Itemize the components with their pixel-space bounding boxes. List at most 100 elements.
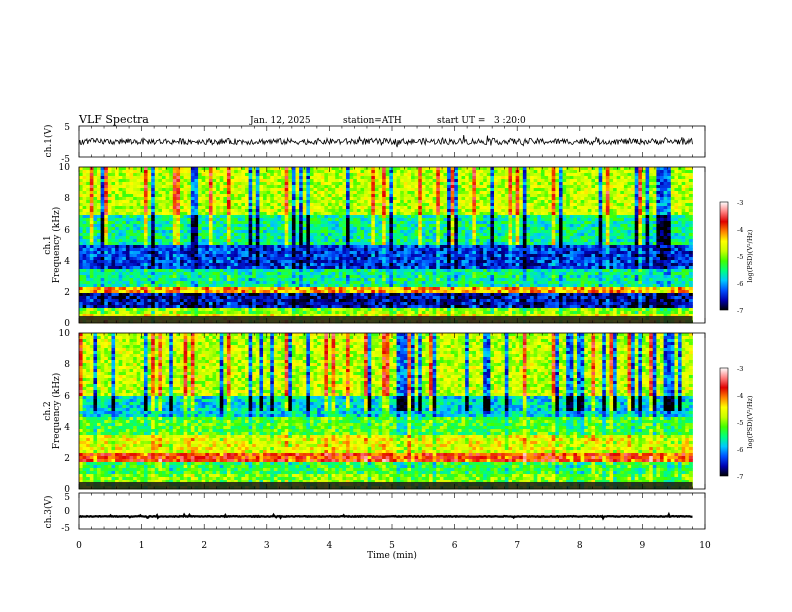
spectrogram-cell <box>100 257 105 261</box>
spectrogram-cell <box>335 281 340 285</box>
spectrogram-cell <box>79 272 84 276</box>
spectrogram-cell <box>237 263 242 267</box>
spectrogram-cell <box>331 221 336 225</box>
spectrogram-cell <box>245 302 250 306</box>
spectrogram-cell <box>183 188 188 192</box>
spectrogram-cell <box>270 221 275 225</box>
spectrogram-cell <box>107 281 112 285</box>
spectrogram-cell <box>356 314 361 318</box>
spectrogram-cell <box>407 308 412 312</box>
spectrogram-cell <box>205 311 210 315</box>
spectrogram-cell <box>136 218 141 222</box>
spectrogram-cell <box>277 194 282 198</box>
spectrogram-cell <box>79 194 84 198</box>
spectrogram-cell <box>230 278 235 282</box>
spectrogram-cell <box>346 263 351 267</box>
spectrogram-cell <box>248 173 253 177</box>
spectrogram-cell <box>122 212 127 216</box>
spectrogram-cell <box>346 203 351 207</box>
spectrogram-cell <box>162 263 167 267</box>
spectrogram-cell <box>198 215 203 219</box>
spectrogram-cell <box>309 311 314 315</box>
spectrogram-cell <box>97 257 102 261</box>
spectrogram-cell <box>411 230 416 234</box>
spectrogram-cell <box>118 221 123 225</box>
spectrogram-cell <box>230 305 235 309</box>
spectrogram-cell <box>190 308 195 312</box>
spectrogram-cell <box>226 206 231 210</box>
spectrogram-cell <box>288 194 293 198</box>
spectrogram-cell <box>248 308 253 312</box>
spectrogram-cell <box>299 224 304 228</box>
spectrogram-cell <box>176 167 181 171</box>
spectrogram-cell <box>389 302 394 306</box>
spectrogram-cell <box>295 233 300 237</box>
spectrogram-cell <box>266 293 271 297</box>
spectrogram-cell <box>245 221 250 225</box>
spectrogram-cell <box>230 221 235 225</box>
spectrogram-cell <box>295 290 300 294</box>
spectrogram-cell <box>302 167 307 171</box>
spectrogram-cell <box>277 233 282 237</box>
spectrogram-cell <box>187 248 192 252</box>
spectrogram-cell <box>320 248 325 252</box>
spectrogram-cell <box>277 293 282 297</box>
spectrogram-cell <box>151 242 156 246</box>
spectrogram-cell <box>97 293 102 297</box>
spectrogram-cell <box>281 281 286 285</box>
spectrogram-cell <box>100 263 105 267</box>
spectrogram-cell <box>328 293 333 297</box>
spectrogram-cell <box>306 314 311 318</box>
spectrogram-cell <box>317 299 322 303</box>
spectrogram-cell <box>273 239 278 243</box>
spectrogram-cell <box>237 200 242 204</box>
spectrogram-cell <box>136 233 141 237</box>
spectrogram-cell <box>118 296 123 300</box>
spectrogram-cell <box>111 272 116 276</box>
spectrogram-cell <box>89 275 94 279</box>
spectrogram-cell <box>302 272 307 276</box>
spectrogram-cell <box>385 206 390 210</box>
spectrogram-cell <box>338 284 343 288</box>
spectrogram-cell <box>234 284 239 288</box>
spectrogram-cell <box>151 185 156 189</box>
spectrogram-cell <box>291 185 296 189</box>
spectrogram-cell <box>89 170 94 174</box>
spectrogram-cell <box>288 293 293 297</box>
spectrogram-cell <box>392 257 397 261</box>
spectrogram-cell <box>324 266 329 270</box>
spectrogram-cell <box>346 296 351 300</box>
spectrogram-cell <box>154 272 159 276</box>
spectrogram-cell <box>151 188 156 192</box>
spectrogram-cell <box>180 281 185 285</box>
spectrogram-cell <box>194 266 199 270</box>
spectrogram-cell <box>147 251 152 255</box>
spectrogram-cell <box>270 275 275 279</box>
spectrogram-cell <box>324 197 329 201</box>
spectrogram-cell <box>360 281 365 285</box>
spectrogram-cell <box>201 284 206 288</box>
spectrogram-cell <box>219 263 224 267</box>
spectrogram-cell <box>187 194 192 198</box>
spectrogram-cell <box>183 230 188 234</box>
spectrogram-cell <box>328 215 333 219</box>
spectrogram-cell <box>107 290 112 294</box>
spectrogram-cell <box>158 233 163 237</box>
spectrogram-cell <box>324 221 329 225</box>
spectrogram-cell <box>158 281 163 285</box>
spectrogram-cell <box>284 176 289 180</box>
spectrogram-cell <box>129 245 134 249</box>
spectrogram-cell <box>284 302 289 306</box>
spectrogram-cell <box>266 182 271 186</box>
spectrogram-cell <box>82 275 87 279</box>
spectrogram-cell <box>356 191 361 195</box>
spectrogram-cell <box>165 167 170 171</box>
spectrogram-cell <box>335 230 340 234</box>
spectrogram-cell <box>169 272 174 276</box>
spectrogram-cell <box>122 173 127 177</box>
spectrogram-cell <box>180 215 185 219</box>
spectrogram-cell <box>147 266 152 270</box>
spectrogram-cell <box>328 248 333 252</box>
spectrogram-cell <box>79 209 84 213</box>
spectrogram-cell <box>385 194 390 198</box>
